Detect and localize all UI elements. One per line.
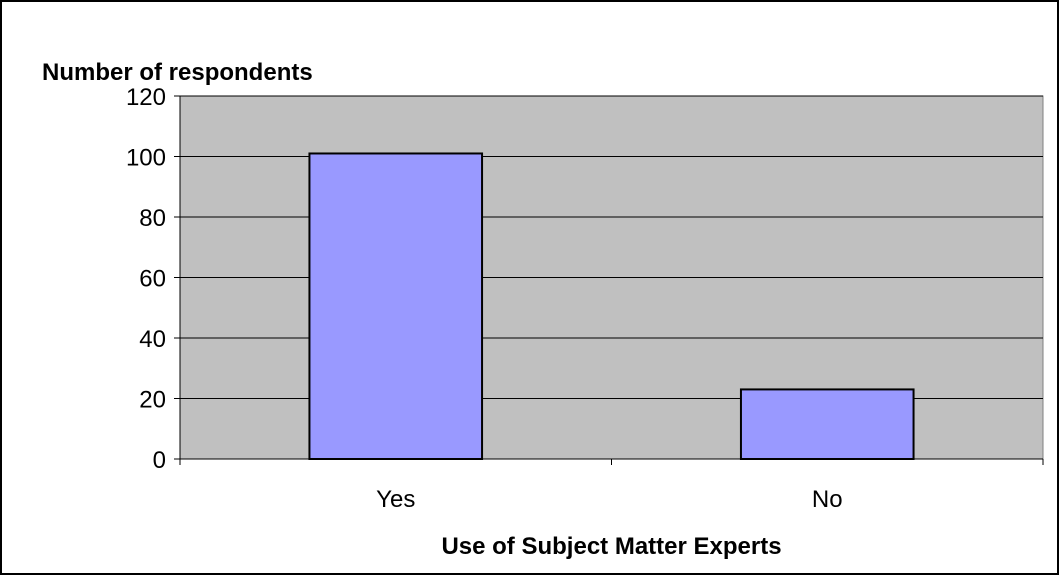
y-tick-label: 20 [139,387,166,414]
x-tick-labels: Yes No [376,486,842,513]
y-tick-labels: 0 20 40 60 80 100 120 [126,84,166,474]
y-tick-label: 60 [139,266,166,293]
x-axis-title: Use of Subject Matter Experts [441,533,781,560]
x-tick-label: No [812,486,843,513]
y-tick-label: 0 [153,447,166,474]
axes [174,95,1044,465]
y-axis-title: Number of respondents [42,59,313,86]
y-tick-label: 120 [126,84,166,111]
x-tick-label: Yes [376,486,415,513]
y-tick-label: 80 [139,205,166,232]
bar-yes [308,152,484,460]
bars [308,152,915,460]
bar-no [739,388,915,460]
y-tick-label: 40 [139,326,166,353]
y-tick-label: 100 [126,145,166,172]
